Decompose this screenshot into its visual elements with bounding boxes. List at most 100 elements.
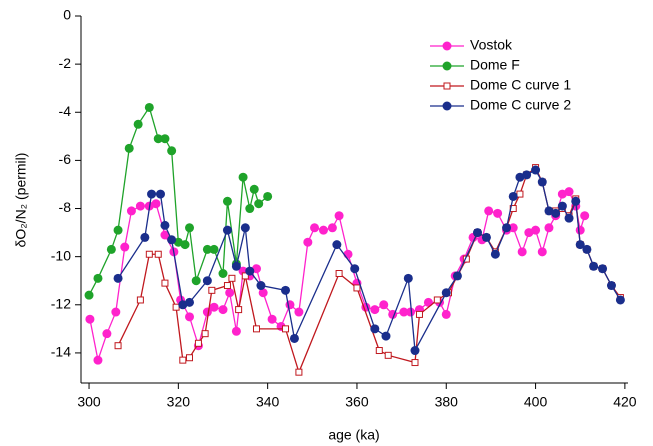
x-tick-label: 340 [256,394,280,410]
data-point [531,165,541,175]
legend-label: Dome C curve 1 [470,77,571,93]
data-point [194,339,202,347]
data-point [126,206,136,216]
data-point [249,184,259,194]
data-point [155,189,165,199]
data-point [285,300,295,310]
data-point [375,347,383,355]
data-point [85,314,95,324]
legend-label: Vostok [470,37,513,53]
data-point [403,273,413,283]
data-point [256,281,266,291]
data-point [185,223,195,233]
data-point [228,274,236,282]
data-point [516,190,524,198]
y-tick-label: 0 [63,7,71,23]
data-point [551,208,561,218]
data-point [235,306,243,314]
data-point [185,312,195,322]
data-point [508,223,518,233]
data-point [343,249,353,259]
x-tick-label: 400 [524,394,548,410]
data-point [136,296,144,304]
data-point [151,199,161,209]
data-point [202,244,212,254]
data-point [310,223,320,233]
data-point [202,307,212,317]
data-point [318,225,328,235]
data-point [258,288,268,298]
data-point [161,279,169,287]
x-tick-label: 420 [613,394,637,410]
y-tick-label: -6 [59,151,72,167]
data-point [423,297,433,307]
data-point [441,309,451,319]
y-tick-label: -2 [59,55,72,71]
data-point [615,295,625,305]
data-point [267,314,277,324]
data-point [167,235,177,245]
data-point [186,354,194,362]
data-point [241,272,249,280]
data-point [160,230,170,240]
y-tick-label: -8 [59,199,72,215]
data-point [222,196,232,206]
data-point [93,273,103,283]
legend-marker [442,101,452,111]
legend-marker [443,82,451,90]
data-point [381,331,391,341]
data-point [493,208,503,218]
data-point [589,261,599,271]
data-point [102,329,112,339]
series-line [117,166,621,375]
series-line [88,105,269,296]
data-point [490,249,500,259]
data-point [209,244,219,254]
data-point [180,240,190,250]
data-point [263,191,273,201]
data-point [517,247,527,257]
data-point [160,134,170,144]
data-point [245,266,255,276]
data-point [111,307,121,317]
data-point [84,290,94,300]
data-point [252,325,260,333]
data-point [370,324,380,334]
y-tick-label: -14 [51,344,71,360]
data-point [135,201,145,211]
x-tick-label: 300 [77,394,101,410]
data-point [202,276,212,286]
data-point [124,143,134,153]
data-point [353,284,361,292]
data-point [144,102,154,112]
data-point [201,330,209,338]
data-point [113,273,123,283]
data-point [531,225,541,235]
data-point [582,244,592,254]
data-point [113,225,123,235]
x-axis-label: age (ka) [328,427,379,443]
data-point [537,177,547,187]
data-point [160,220,170,230]
data-point [502,223,512,233]
y-tick-label: -10 [51,247,71,263]
data-point [133,119,143,129]
data-point [154,250,162,258]
legend-label: Dome F [470,57,520,73]
data-point [370,305,380,315]
data-point [223,282,231,290]
data-point [140,232,150,242]
data-point [172,303,180,311]
data-point [508,191,518,201]
data-point [571,196,581,206]
data-point [282,325,290,333]
data-point [218,269,228,279]
data-point [303,237,313,247]
x-tick-label: 380 [435,394,459,410]
data-point [481,232,491,242]
data-point [598,264,608,274]
data-point [575,240,585,250]
data-point [484,206,494,216]
data-point [606,281,616,291]
